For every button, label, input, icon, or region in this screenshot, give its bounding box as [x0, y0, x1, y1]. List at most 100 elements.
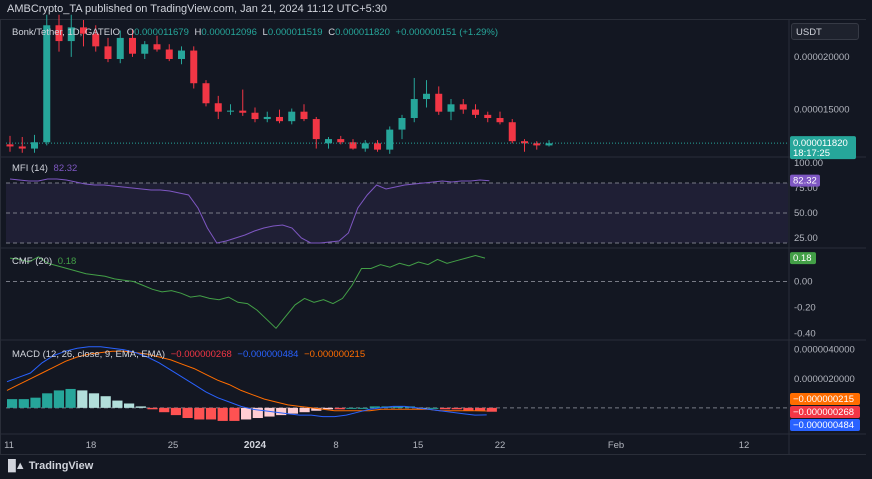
- candle: [374, 143, 381, 150]
- candle: [251, 112, 259, 120]
- macd-hist-bar: [229, 407, 240, 421]
- macd-value-bg: [790, 406, 860, 418]
- candle: [227, 110, 234, 112]
- candle: [129, 37, 136, 54]
- macd-hist-bar: [358, 407, 369, 409]
- macd-value-bg: [790, 393, 860, 405]
- mfi-y-tick: 75.00: [794, 183, 818, 194]
- candle: [67, 27, 75, 42]
- candle: [459, 104, 467, 110]
- macd-hist-bar: [88, 393, 100, 408]
- low-value: 0.000011519: [267, 27, 323, 38]
- change-value: +0.000000151 (+1.29%): [395, 27, 499, 38]
- candle: [55, 25, 63, 42]
- candle: [31, 142, 38, 149]
- currency-selector[interactable]: USDT: [791, 23, 859, 40]
- macd-hist-bar: [194, 407, 205, 420]
- macd-hist-bar: [159, 407, 170, 413]
- macd-hist-bar: [124, 403, 135, 408]
- x-tick-label: 22: [495, 440, 506, 451]
- mfi-value: 82.32: [53, 163, 78, 174]
- tradingview-logo[interactable]: █▲ TradingView: [8, 460, 93, 472]
- candle: [214, 103, 222, 112]
- macd-hist-bar: [18, 399, 29, 408]
- macd-hist-bar: [334, 407, 345, 410]
- macd-line-value: −0.000000484: [237, 349, 299, 360]
- chart-canvas[interactable]: 11 18 25 2024 8 15 22 Feb 12 0.000020000 0.0000150…: [0, 0, 872, 456]
- tradingview-logo-icon: █▲: [8, 460, 26, 472]
- candle: [104, 46, 112, 59]
- macd-hist-bar: [428, 407, 439, 409]
- candle: [472, 109, 479, 115]
- candle: [239, 110, 247, 113]
- macd-hist-bar: [287, 407, 298, 414]
- candle: [435, 93, 443, 112]
- candle: [43, 25, 51, 143]
- macd-hist-bar: [147, 407, 158, 410]
- high-value: 0.000012096: [201, 27, 257, 38]
- candle: [325, 139, 332, 144]
- macd-hist-bar: [475, 407, 486, 411]
- brand-label: TradingView: [28, 460, 94, 472]
- mfi-last-label: 82.32: [793, 176, 817, 187]
- macd-hist-bar: [30, 397, 41, 408]
- cmf-y-tick: -0.20: [794, 303, 816, 314]
- macd-hist-bar: [369, 406, 380, 408]
- close-value: 0.000011820: [335, 27, 390, 38]
- cmf-last-bg: [790, 252, 816, 265]
- macd-signal-value: −0.000000215: [304, 349, 366, 360]
- candle: [349, 142, 357, 149]
- candle: [521, 141, 528, 144]
- macd-line: [6, 346, 487, 418]
- x-tick-label: 25: [168, 440, 179, 451]
- open-value: 0.000011679: [134, 27, 189, 38]
- close-label: C: [328, 27, 336, 38]
- candle: [312, 119, 320, 140]
- macd-hist-bar: [112, 400, 123, 408]
- x-tick-label: 8: [333, 440, 338, 451]
- candle: [116, 37, 124, 59]
- candle: [545, 143, 553, 146]
- macd-hist-bar: [346, 407, 357, 409]
- mfi-y-tick: 100.00: [794, 158, 823, 169]
- x-tick-label: 2024: [244, 440, 267, 451]
- candle: [165, 49, 173, 59]
- mfi-name: MFI (14): [12, 163, 48, 174]
- macd-hist-bar: [100, 396, 111, 408]
- candle: [533, 143, 541, 146]
- candle: [190, 50, 198, 84]
- macd-y-tick: 0.0000040000: [794, 345, 855, 356]
- candle: [202, 83, 210, 104]
- chart-frame: [0, 19, 866, 455]
- x-tick-label: 18: [86, 440, 97, 451]
- mfi-y-tick: 25.00: [794, 233, 818, 244]
- macd-legend: MACD (12, 26, close, 9, EMA, EMA) −0.000…: [12, 349, 365, 360]
- candle: [337, 139, 345, 143]
- candle: [386, 129, 394, 150]
- macd-hist-bar: [217, 407, 228, 421]
- macd-hist-bar: [311, 407, 322, 411]
- candle: [288, 111, 296, 122]
- macd-hist-bar: [53, 390, 64, 408]
- macd-hist-bar: [65, 388, 76, 408]
- x-tick-label: 11: [4, 440, 14, 451]
- macd-hist-bar: [42, 393, 53, 408]
- macd-hist-bar: [7, 399, 18, 408]
- x-tick-label: Feb: [608, 440, 624, 451]
- price-y-tick: 0.000020000: [794, 52, 849, 63]
- candle: [263, 116, 271, 120]
- macd-value-label: −0.000000484: [793, 420, 854, 431]
- candle: [361, 143, 369, 149]
- macd-hist-bar: [299, 407, 310, 413]
- symbol-label: Bonk/Tether, 1D, GATEIO: [12, 27, 121, 38]
- candle: [178, 50, 185, 59]
- candle: [300, 111, 308, 120]
- mfi-last-bg: [790, 174, 820, 187]
- candle: [92, 33, 100, 47]
- candle: [276, 116, 283, 122]
- macd-value-label: −0.000000215: [793, 394, 854, 405]
- x-tick-label: 15: [413, 440, 424, 451]
- footer: [0, 456, 872, 479]
- candle: [423, 93, 430, 100]
- candle: [496, 118, 504, 123]
